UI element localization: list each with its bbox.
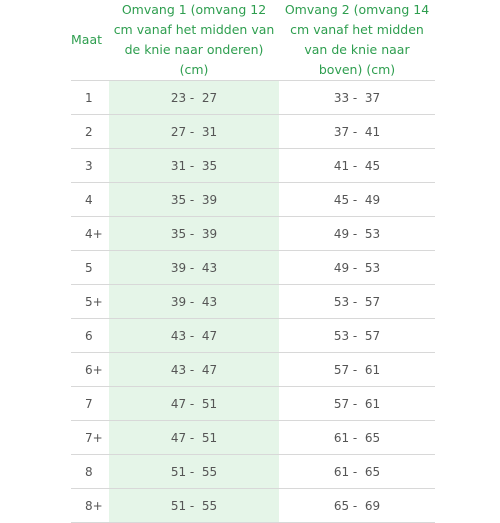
size-chart-table: Maat Omvang 1 (omvang 12 cm vanaf het mi… [71, 0, 435, 523]
size-cell: 1 [71, 80, 109, 115]
circumference-2-cell: 45 - 49 [279, 182, 435, 217]
size-cell: 7+ [71, 420, 109, 455]
table-body: 1 23 - 27 33 - 37 2 27 - 31 37 - 41 3 31 - 35 41… [71, 80, 435, 523]
circumference-1-cell: 51 - 55 [109, 488, 279, 523]
circumference-2-cell: 49 - 53 [279, 250, 435, 285]
table-row: 8+ 51 - 55 65 - 69 [71, 488, 435, 523]
circumference-2-cell: 53 - 57 [279, 284, 435, 319]
size-cell: 4+ [71, 216, 109, 251]
table-row: 3 31 - 35 41 - 45 [71, 148, 435, 183]
circumference-1-cell: 27 - 31 [109, 114, 279, 149]
table-row: 2 27 - 31 37 - 41 [71, 114, 435, 149]
circumference-2-cell: 49 - 53 [279, 216, 435, 251]
circumference-1-cell: 47 - 51 [109, 420, 279, 455]
table-row: 7 47 - 51 57 - 61 [71, 386, 435, 421]
table-row: 7+ 47 - 51 61 - 65 [71, 420, 435, 455]
circumference-1-cell: 31 - 35 [109, 148, 279, 183]
circumference-2-cell: 57 - 61 [279, 352, 435, 387]
circumference-2-cell: 41 - 45 [279, 148, 435, 183]
circumference-1-cell: 51 - 55 [109, 454, 279, 489]
table-row: 4 35 - 39 45 - 49 [71, 182, 435, 217]
table-row: 5+ 39 - 43 53 - 57 [71, 284, 435, 319]
circumference-1-cell: 35 - 39 [109, 216, 279, 251]
header-row: Maat Omvang 1 (omvang 12 cm vanaf het mi… [71, 0, 435, 81]
header-circumference-2: Omvang 2 (omvang 14 cm vanaf het midden … [284, 2, 430, 77]
circumference-2-cell: 61 - 65 [279, 420, 435, 455]
table-row: 4+ 35 - 39 49 - 53 [71, 216, 435, 251]
circumference-1-cell: 35 - 39 [109, 182, 279, 217]
circumference-2-cell: 65 - 69 [279, 488, 435, 523]
size-cell: 4 [71, 182, 109, 217]
table-row: 8 51 - 55 61 - 65 [71, 454, 435, 489]
circumference-1-cell: 43 - 47 [109, 318, 279, 353]
table-row: 1 23 - 27 33 - 37 [71, 80, 435, 115]
circumference-1-cell: 43 - 47 [109, 352, 279, 387]
circumference-2-cell: 33 - 37 [279, 80, 435, 115]
size-cell: 6 [71, 318, 109, 353]
table-row: 6+ 43 - 47 57 - 61 [71, 352, 435, 387]
header-circumference-1: Omvang 1 (omvang 12 cm vanaf het midden … [113, 2, 275, 77]
circumference-2-cell: 37 - 41 [279, 114, 435, 149]
circumference-2-cell: 53 - 57 [279, 318, 435, 353]
circumference-1-cell: 39 - 43 [109, 250, 279, 285]
size-cell: 8+ [71, 488, 109, 523]
size-cell: 8 [71, 454, 109, 489]
table-row: 6 43 - 47 53 - 57 [71, 318, 435, 353]
size-cell: 3 [71, 148, 109, 183]
size-cell: 5 [71, 250, 109, 285]
size-cell: 6+ [71, 352, 109, 387]
circumference-2-cell: 61 - 65 [279, 454, 435, 489]
circumference-1-cell: 39 - 43 [109, 284, 279, 319]
table-row: 5 39 - 43 49 - 53 [71, 250, 435, 285]
header-size: Maat [71, 32, 103, 47]
size-cell: 7 [71, 386, 109, 421]
table-header: Maat Omvang 1 (omvang 12 cm vanaf het mi… [71, 0, 435, 81]
size-cell: 5+ [71, 284, 109, 319]
size-cell: 2 [71, 114, 109, 149]
circumference-1-cell: 47 - 51 [109, 386, 279, 421]
circumference-2-cell: 57 - 61 [279, 386, 435, 421]
circumference-1-cell: 23 - 27 [109, 80, 279, 115]
